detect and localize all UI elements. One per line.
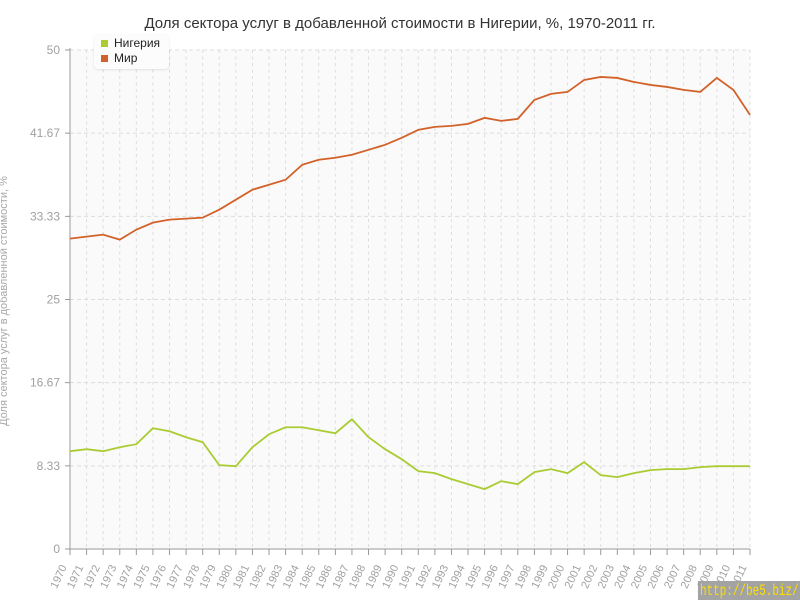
svg-text:25: 25 xyxy=(47,293,61,307)
svg-text:41.67: 41.67 xyxy=(30,126,60,140)
svg-text:50: 50 xyxy=(47,43,61,57)
svg-text:16.67: 16.67 xyxy=(30,376,60,390)
svg-text:33.33: 33.33 xyxy=(30,209,60,223)
svg-text:0: 0 xyxy=(53,542,60,556)
svg-text:8.33: 8.33 xyxy=(37,459,61,473)
